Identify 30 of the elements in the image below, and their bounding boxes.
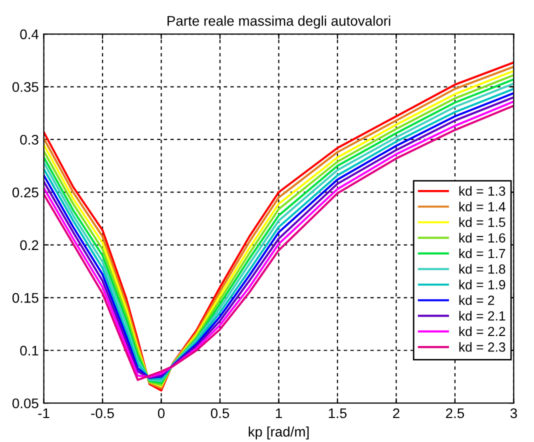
- legend-label: kd = 1.5: [459, 217, 506, 227]
- chart-title: Parte reale massima degli autovalori: [168, 16, 390, 29]
- x-tick-label: 3: [510, 408, 517, 418]
- x-axis-title: kp [rad/m]: [248, 426, 309, 440]
- x-tick-label: 1.5: [328, 408, 347, 418]
- legend-label: kd = 1.6: [459, 232, 506, 243]
- legend-label: kd = 2: [459, 295, 494, 305]
- y-tick-label: 0.1: [20, 346, 38, 356]
- legend-label: kd = 1.3: [459, 186, 506, 196]
- legend-label: kd = 2.3: [459, 342, 506, 352]
- y-tick-label: 0.25: [12, 188, 38, 198]
- x-tick-label: 2: [393, 408, 400, 418]
- legend-label: kd = 1.7: [459, 248, 506, 258]
- y-tick-label: 0.3: [20, 134, 38, 145]
- y-tick-label: 0.4: [20, 29, 39, 40]
- x-tick-label: 1: [276, 408, 282, 418]
- legend-label: kd = 1.9: [459, 280, 506, 290]
- y-tick-label: 0.35: [12, 82, 38, 92]
- x-tick-label: 0.5: [210, 408, 230, 418]
- legend-label: kd = 1.4: [459, 202, 506, 212]
- x-tick-label: 0: [158, 408, 165, 418]
- x-tick-label: -1: [38, 408, 50, 418]
- y-tick-label: 0.05: [12, 398, 38, 408]
- y-tick-label: 0.2: [20, 240, 38, 250]
- legend-label: kd = 2.2: [459, 326, 506, 336]
- x-tick-label: -0.5: [91, 408, 114, 418]
- y-tick-label: 0.15: [12, 292, 38, 303]
- legend-label: kd = 1.8: [459, 264, 506, 274]
- legend-label: kd = 2.1: [459, 310, 506, 321]
- x-tick-label: 2.5: [446, 408, 464, 418]
